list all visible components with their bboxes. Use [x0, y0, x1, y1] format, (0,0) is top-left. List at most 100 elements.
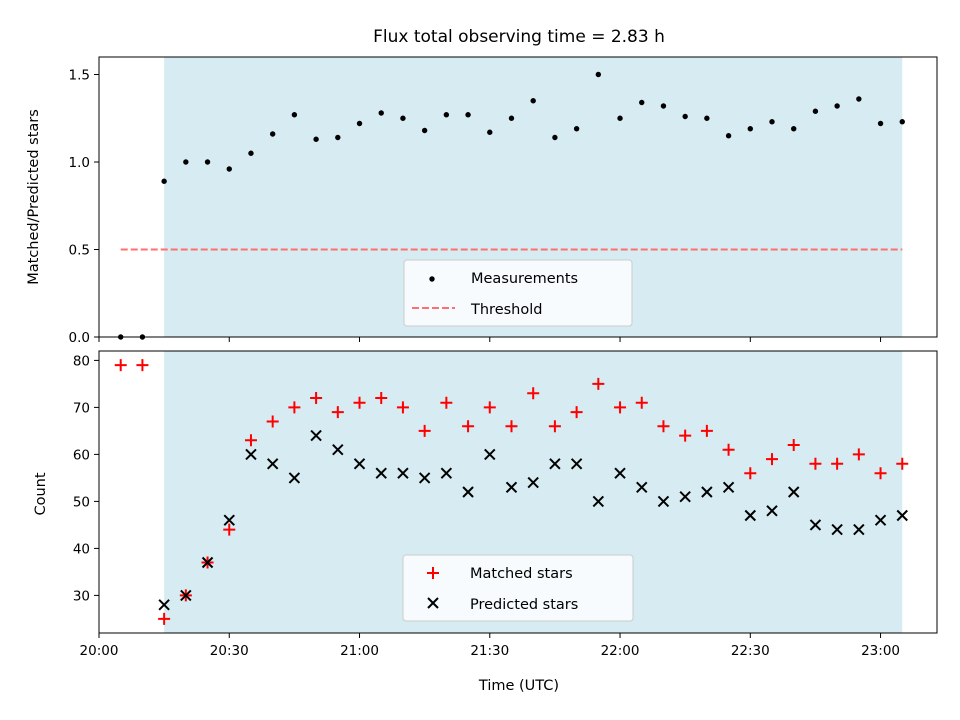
predicted-star-point [440, 467, 453, 479]
measurement-point [747, 126, 753, 132]
measurement-point [595, 71, 602, 78]
predicted-star-point [853, 523, 865, 536]
matched-star-point [375, 392, 388, 404]
measurement-point [291, 112, 298, 118]
predicted-star-point [266, 458, 279, 470]
measurement-point [660, 103, 667, 109]
matched-star-point [136, 359, 149, 372]
top-plot-marks [118, 71, 905, 340]
predicted-star-point [766, 505, 778, 517]
matched-star-point [440, 396, 453, 409]
predicted-star-point [874, 514, 887, 526]
y-tick-label: 1.5 [69, 68, 90, 84]
matched-star-point [396, 401, 409, 414]
measurement-point [791, 126, 797, 132]
y-tick-label: 30 [73, 588, 90, 604]
matched-star-point [831, 457, 844, 470]
matched-star-point [592, 377, 605, 390]
bottom-legend: Matched stars Predicted stars [402, 554, 634, 622]
predicted-star-point [701, 486, 713, 498]
y-tick-label: 40 [73, 541, 90, 557]
legend-threshold-label: Threshold [470, 302, 542, 318]
measurement-point [226, 166, 232, 172]
bottom-legend-box [402, 554, 634, 622]
bottom-axis-ticks: 30 40 50 60 70 80 20:00 20:30 21:00 21:30 22:00 22:… [73, 353, 900, 659]
measurement-point [378, 110, 384, 116]
predicted-star-point [397, 467, 409, 479]
matched-star-point [766, 453, 779, 466]
predicted-star-point [353, 458, 366, 470]
matched-star-point [244, 434, 257, 447]
measurement-point [465, 112, 471, 118]
matched-star-point [223, 523, 236, 536]
x-tick-label: 22:30 [731, 643, 770, 659]
legend-matched-marker [427, 567, 439, 579]
matched-star-point [657, 420, 670, 433]
predicted-star-point [158, 599, 170, 611]
x-tick-label: 20:30 [210, 643, 249, 659]
predicted-star-point [505, 481, 518, 494]
matched-star-point [505, 420, 518, 433]
matched-star-point [722, 443, 735, 456]
top-legend: Measurements Threshold [403, 259, 633, 327]
measurement-point [639, 99, 645, 106]
predicted-star-point [527, 476, 539, 489]
legend-measurements-marker [429, 276, 435, 282]
x-tick-label: 21:30 [470, 643, 509, 659]
measurement-point [421, 127, 428, 134]
predicted-star-point [310, 429, 322, 442]
matched-star-point [614, 401, 627, 414]
measurement-point [877, 120, 884, 127]
y-tick-label: 0.0 [69, 330, 90, 346]
matched-star-point [483, 401, 496, 414]
measurement-point [704, 115, 710, 121]
predicted-star-point [636, 481, 648, 494]
x-axis-label: Time (UTC) [478, 678, 559, 694]
matched-star-point [809, 457, 822, 470]
predicted-star-point [462, 486, 474, 498]
legend-predicted-marker [427, 597, 439, 609]
predicted-star-point [549, 458, 561, 470]
matched-star-point [896, 457, 909, 470]
matched-star-point [114, 359, 127, 372]
matched-star-point [570, 406, 583, 419]
measurement-point [834, 103, 840, 109]
measurement-point [899, 119, 905, 125]
measurement-point [530, 98, 536, 104]
bottom-plot-marks [114, 359, 909, 625]
matched-star-point [310, 392, 323, 404]
measurement-point [508, 115, 515, 121]
matched-star-point [874, 467, 887, 480]
matched-star-point [418, 424, 431, 437]
bottom-axes-frame [98, 350, 938, 634]
predicted-star-point [809, 519, 822, 531]
predicted-star-point [245, 448, 257, 461]
x-tick-label: 21:00 [340, 643, 379, 659]
predicted-star-point [332, 443, 344, 456]
legend-matched-label: Matched stars [470, 566, 573, 582]
legend-measurements-label: Measurements [471, 271, 578, 287]
matched-star-point [288, 401, 301, 414]
matched-star-point [635, 396, 648, 409]
predicted-star-point [418, 472, 431, 484]
measurement-point [161, 178, 167, 184]
matched-star-point [548, 420, 561, 433]
matched-star-point [744, 467, 757, 480]
top-legend-box [403, 259, 633, 327]
chart-title: Flux total observing time = 2.83 h [373, 27, 665, 47]
measurement-point [400, 115, 406, 121]
measurement-point [443, 112, 450, 118]
predicted-star-point [180, 589, 192, 602]
y-tick-label: 70 [73, 400, 90, 416]
predicted-star-point [288, 472, 301, 484]
predicted-star-point [722, 481, 735, 494]
x-tick-label: 23:00 [861, 643, 900, 659]
measurement-point [725, 133, 732, 139]
predicted-star-point [744, 509, 757, 522]
measurement-point [769, 119, 775, 125]
x-tick-label: 20:00 [80, 643, 119, 659]
measurement-point [812, 108, 819, 114]
measurement-point [856, 96, 862, 102]
top-axis-ticks: 0.0 0.5 1.0 1.5 [69, 68, 882, 346]
